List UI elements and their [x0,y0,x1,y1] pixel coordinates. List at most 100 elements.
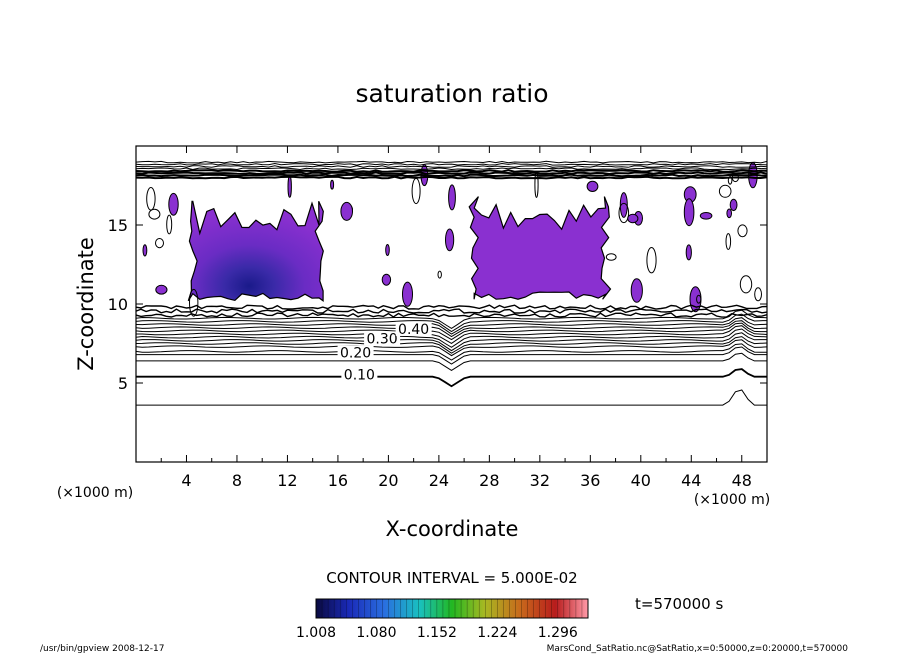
colorbar-tick-label: 1.008 [296,625,336,641]
cloud-patch [155,284,168,295]
cloud-patch [619,192,628,218]
isoline [136,346,767,365]
footer-left: /usr/bin/gpview 2008-12-17 [40,644,164,654]
x-tick-label: 28 [479,471,499,490]
contour-label: 0.20 [340,346,371,362]
x-tick-label: 40 [631,471,651,490]
isoline [136,320,767,338]
colorbar-tick-label: 1.152 [417,625,457,641]
cloud-patch [754,287,762,302]
x-unit-label: (×1000 m) [694,492,770,508]
cloud-patch [685,244,692,261]
x-tick-label: 24 [429,471,449,490]
contour-label: 0.10 [344,368,375,384]
colorbar-tick-label: 1.224 [477,625,517,641]
x-tick-label: 16 [328,471,348,490]
layer-contour [136,308,767,314]
isoline [136,328,767,348]
cloud-patch [155,238,164,249]
colorbar-tick-label: 1.296 [538,625,578,641]
x-tick-label: 12 [277,471,297,490]
isoline [136,313,767,333]
isoline [136,322,767,341]
cloud-patch [696,294,702,304]
cloud-patch [618,202,630,224]
cloud-patch [646,247,657,274]
upper-contour [136,173,767,178]
isolines [136,309,767,406]
x-tick-label: 32 [530,471,550,490]
colorbar-stripes [321,599,583,618]
cloud-patch [402,281,413,307]
layer-contour [136,312,767,318]
cloud-patch [683,198,695,227]
contour-label-bg [341,367,378,382]
x-tick-label: 44 [681,471,701,490]
cloud-patch [340,201,354,221]
upper-contour [136,162,767,166]
isoline [136,336,767,354]
x-axis-title: X-coordinate [386,517,519,541]
contour-label-bg [337,345,374,360]
upper-contour [136,175,767,180]
isoline [136,332,767,352]
x-tick-label: 4 [181,471,191,490]
y-axis-title: Z-coordinate [74,237,98,371]
cloud-patch [411,177,421,205]
contour-label: 0.30 [367,331,398,347]
cloud-patch [718,184,732,198]
cloud-patch [727,176,733,185]
cloud-patch [729,198,738,212]
isoline [136,343,767,361]
cloud-patch [448,184,456,211]
cloud-patch [725,233,732,250]
cloud-patch [437,270,442,279]
y-tick-label: 10 [108,295,128,314]
cloud-patch [142,244,148,257]
supersaturated-region-1 [187,200,324,302]
x-tick-label: 8 [232,471,242,490]
chart-title: saturation ratio [355,79,548,108]
time-label: t=570000 s [635,595,723,613]
layer-contour [136,304,767,310]
contour-label: 0.40 [398,322,429,338]
isoline [136,352,767,371]
cloud-patch [381,273,392,286]
isoline [136,325,767,344]
layer-boundary-contours [136,304,767,318]
z-unit-label: (×1000 m) [57,485,133,501]
cloud-patch [627,213,639,224]
isoline [136,339,767,357]
cloud-patch [168,192,179,216]
contour-label-bg [364,331,401,346]
cloud-patches [142,162,762,317]
cloud-patch [385,244,390,256]
cloud-patch [189,288,199,317]
cloud-patch [586,180,599,192]
cloud-patch [689,286,702,313]
isoline [136,368,767,388]
isoline [136,317,767,335]
cloud-patch [699,212,713,220]
upper-contour [136,160,767,164]
upper-contour-band [136,160,767,180]
cloud-patch [148,208,161,220]
upper-contour [136,165,767,168]
y-tick-label: 15 [108,216,128,235]
cloud-patch [330,179,335,190]
cloud-patch [445,228,455,252]
supersaturated-region-2 [468,196,612,300]
cloud-patch [166,214,173,235]
footer-right: MarsCond_SatRatio.nc@SatRatio,x=0:50000,… [547,644,849,654]
cloud-patch [630,278,643,303]
contour-interval-text: CONTOUR INTERVAL = 5.000E-02 [326,569,577,587]
x-tick-label: 48 [732,471,752,490]
colorbar [315,598,589,619]
y-tick-label: 5 [118,374,128,393]
contour-label-bg [395,321,432,336]
plot-area: 0.10 0.200.300.40 [136,160,767,406]
cloud-patch [726,208,733,219]
upper-contour [136,167,767,171]
